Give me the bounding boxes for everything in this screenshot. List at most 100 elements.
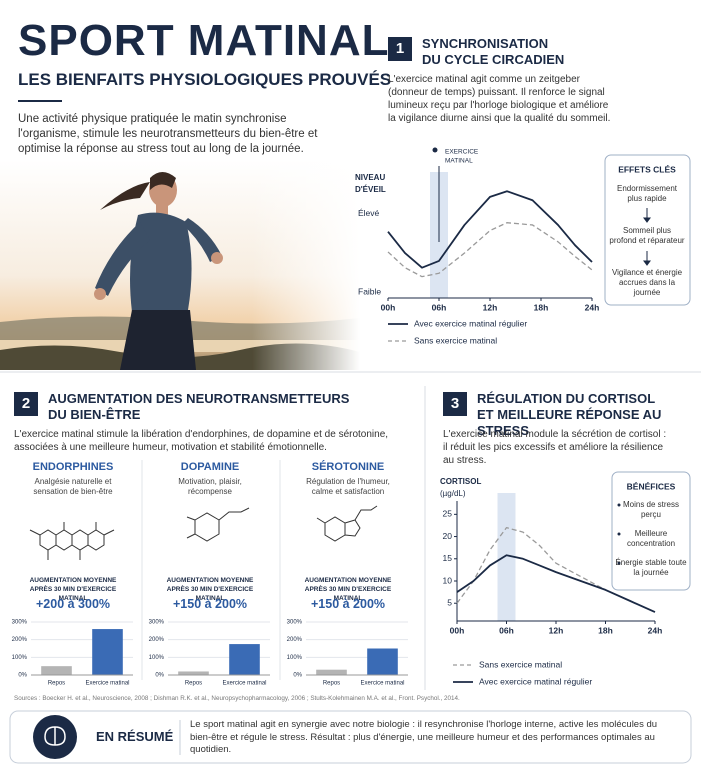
x-tick-label: 24h: [585, 302, 600, 312]
x-tick-label: Repos: [185, 681, 202, 687]
column-name: SÉROTONINE: [311, 461, 385, 473]
legend-label: Sans exercice matinal: [414, 335, 497, 345]
x-tick-label: Repos: [48, 681, 65, 687]
y-tick-label: 0%: [155, 673, 164, 679]
section-title: DU CYCLE CIRCADIEN: [422, 52, 565, 67]
legend-label: Avec exercice matinal régulier: [479, 676, 592, 686]
y-axis-label: NIVEAU: [355, 173, 385, 182]
section-number: 1: [388, 37, 412, 61]
bar: [316, 669, 347, 675]
y-tick-label: 0%: [18, 673, 27, 679]
marker-label: EXERCICE: [445, 149, 479, 156]
column-desc: Régulation de l'humeur, calme et satisfa…: [306, 477, 390, 496]
runner-icon: [432, 147, 438, 153]
y-tick-label: 5: [447, 597, 452, 607]
box-item: Meilleure concentration: [626, 529, 676, 548]
section-title: AUGMENTATION DES NEUROTRANSMETTEURS: [48, 391, 350, 406]
y-tick-label: Faible: [358, 287, 381, 297]
title: SPORT MATINAL: [18, 16, 390, 65]
bar: [178, 671, 209, 675]
series-line: [456, 554, 656, 613]
column-increase: +150 à 200%: [310, 597, 386, 611]
section-number: 2: [14, 392, 38, 416]
box-title: EFFETS CLÉS: [618, 164, 676, 174]
bullet: [617, 503, 621, 507]
y-axis-label: (µg/dL): [440, 489, 466, 498]
box-item: Moins de stress perçu: [622, 500, 680, 519]
y-tick-label: 0%: [293, 673, 302, 679]
effects-box: [604, 154, 691, 306]
x-tick-label: Repos: [323, 681, 340, 687]
box-title: BÉNÉFICES: [627, 481, 676, 491]
x-tick-label: 12h: [483, 302, 498, 312]
x-tick-label: 18h: [534, 302, 549, 312]
column-desc: Motivation, plaisir, récompense: [178, 477, 242, 496]
y-tick-label: 10: [443, 575, 453, 585]
column-increase: +200 à 300%: [35, 597, 111, 611]
bar: [229, 644, 260, 675]
section-title: SYNCHRONISATION: [422, 36, 549, 51]
section-title: RÉGULATION DU CORTISOL: [477, 391, 656, 406]
y-tick-label: 200%: [287, 637, 303, 643]
x-tick-label: Exercice matinal: [222, 681, 266, 687]
y-tick-label: 300%: [287, 620, 303, 626]
box-item: Vigilance et énergie accrues dans la jou…: [611, 268, 683, 297]
y-axis-label: D'ÉVEIL: [355, 185, 386, 194]
column-label: AUGMENTATION MOYENNE APRÈS 30 MIN D'EXER…: [166, 577, 254, 602]
series-line: [387, 190, 593, 269]
section-text: L'exercice matinal agit comme un zeitgeb…: [388, 74, 611, 124]
highlight-band: [497, 493, 516, 621]
column-label: AUGMENTATION MOYENNE APRÈS 30 MIN D'EXER…: [304, 577, 392, 602]
x-tick-label: 18h: [598, 625, 613, 635]
bullet: [617, 532, 621, 536]
subtitle: LES BIENFAITS PHYSIOLOGIQUES PROUVÉS: [18, 70, 392, 89]
brain-icon: [44, 726, 66, 746]
box-item: Sommeil plus profond et réparateur: [609, 226, 685, 245]
effects-arrows: [643, 208, 651, 266]
y-tick-label: Élevé: [358, 208, 380, 218]
section-text: L'exercice matinal stimule la libération…: [14, 429, 389, 453]
column-label: AUGMENTATION MOYENNE APRÈS 30 MIN D'EXER…: [29, 577, 117, 602]
legend-label: Avec exercice matinal régulier: [414, 318, 527, 328]
y-tick-label: 300%: [12, 620, 28, 626]
box-item: Énergie stable toute la journée: [615, 558, 687, 577]
summary-text: Le sport matinal agit en synergie avec n…: [190, 719, 658, 755]
y-tick-label: 25: [443, 509, 453, 519]
marker-label: MATINAL: [445, 158, 473, 165]
benefits-box: [611, 471, 691, 591]
bar: [92, 629, 123, 675]
y-tick-label: 100%: [12, 655, 28, 661]
x-tick-label: Exercice matinal: [360, 681, 404, 687]
y-tick-label: 200%: [12, 637, 28, 643]
section-number: 3: [443, 392, 467, 416]
box-item: Endormissement plus rapide: [616, 184, 678, 203]
x-tick-label: 00h: [381, 302, 396, 312]
section-title: ET MEILLEURE RÉPONSE AU STRESS: [477, 407, 662, 438]
summary-title: EN RÉSUMÉ: [96, 729, 174, 744]
sources: Sources : Boecker H. et al., Neuroscienc…: [14, 695, 460, 702]
x-tick-label: Exercice matinal: [85, 681, 129, 687]
bar: [367, 648, 398, 675]
legend-label: Sans exercice matinal: [479, 659, 562, 669]
x-tick-label: 00h: [450, 625, 465, 635]
runner-photo: [0, 160, 360, 370]
y-tick-label: 20: [443, 531, 453, 541]
x-tick-label: 06h: [499, 625, 514, 635]
y-tick-label: 100%: [287, 655, 303, 661]
y-tick-label: 100%: [149, 655, 165, 661]
column-desc: Analgésie naturelle et sensation de bien…: [33, 477, 113, 496]
bar: [41, 666, 72, 675]
series-line: [387, 222, 593, 278]
y-tick-label: 15: [443, 553, 453, 563]
y-tick-label: 200%: [149, 637, 165, 643]
molecule-icons: [29, 505, 378, 560]
intro: Une activité physique pratiquée le matin…: [18, 113, 318, 155]
column-increase: +150 à 200%: [172, 597, 248, 611]
x-tick-label: 12h: [549, 625, 564, 635]
section-text: L'exercice matinal module la sécrétion d…: [443, 429, 667, 466]
section-title: DU BIEN-ÊTRE: [48, 407, 141, 422]
y-axis-label: CORTISOL: [440, 477, 481, 486]
column-name: ENDORPHINES: [32, 461, 114, 473]
